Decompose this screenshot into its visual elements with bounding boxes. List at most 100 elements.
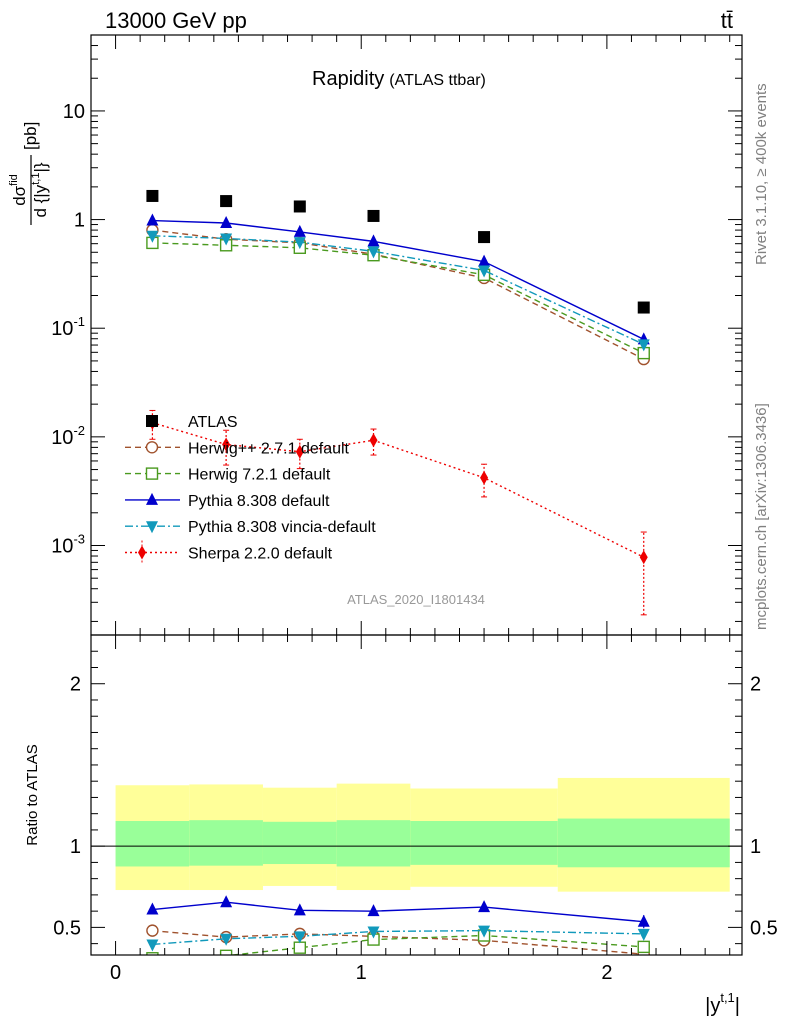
main-ylabel: dσfid d {|yt,1|} [pb] — [8, 122, 50, 225]
data-point — [367, 209, 380, 222]
inner-band — [410, 820, 558, 865]
legend-marker — [146, 415, 158, 427]
ratio-point — [296, 1001, 304, 1015]
y-tick-label: 10 — [63, 101, 85, 123]
series-line — [152, 219, 645, 340]
legend-marker — [138, 545, 146, 560]
ratio-point — [367, 904, 380, 917]
data-point — [478, 231, 491, 244]
y-tick-label: 10-1 — [51, 314, 85, 340]
ratio-point — [222, 1001, 230, 1015]
ratio-series-sherpa-2-2-0-default — [148, 1000, 647, 1015]
legend-label: Herwig 7.2.1 default — [188, 467, 331, 484]
ratio-axis-ticks: 0.5 0.5 1 1 2 2 0 1 2 — [53, 635, 778, 984]
series-pythia-8-308-default — [146, 213, 650, 345]
ratio-ylabel: Ratio to ATLAS — [24, 744, 41, 845]
data-point — [146, 230, 159, 243]
ratio-point — [219, 949, 233, 955]
legend-entry: Sherpa 2.2.0 default — [125, 540, 333, 565]
main-axis-ticks: 10-3 10-2 10-1 1 10 — [51, 34, 742, 635]
data-point — [367, 234, 380, 247]
inner-band — [189, 820, 263, 866]
analysis-id-label: ATLAS_2020_I1801434 — [347, 592, 485, 607]
ratio-line — [152, 929, 644, 946]
series-line — [152, 242, 645, 354]
legend-entry: Pythia 8.308 vincia-default — [125, 519, 376, 536]
data-point — [220, 195, 233, 208]
ratio-line — [152, 901, 644, 923]
ratio-point — [370, 1000, 378, 1014]
ratio-point — [293, 931, 306, 944]
ratio-point — [220, 895, 233, 908]
data-point — [369, 433, 378, 448]
ratio-point — [637, 940, 650, 954]
ratio-line — [227, 934, 644, 955]
ratio-y-tick-label-right: 0.5 — [750, 917, 778, 939]
ratio-series-pythia-8-308-vincia-default — [146, 925, 650, 952]
ratio-point — [637, 914, 650, 927]
legend-label: Pythia 8.308 default — [188, 493, 330, 510]
inner-band — [336, 820, 411, 867]
series-line — [152, 235, 645, 346]
ratio-y-tick-label: 1 — [70, 836, 81, 858]
ratio-panel: 0.5 0.5 1 1 2 2 0 1 2 Ratio to ATLAS |yt,1| — [24, 634, 778, 1017]
data-point — [146, 213, 159, 226]
main-panel: 10-3 10-2 10-1 1 10 Rapidity (ATLAS ttbar) AT… — [8, 34, 743, 636]
ratio-frame — [90, 634, 743, 956]
ratio-point — [146, 902, 159, 915]
legend-entry: Pythia 8.308 default — [125, 492, 330, 510]
legend: ATLAS Herwig++ 2.7.1 default Herwig 7.2.1 … — [125, 414, 376, 565]
data-point — [367, 246, 380, 259]
chart-title-sub: (ATLAS ttbar) — [389, 72, 486, 89]
ratio-series-layer — [146, 895, 650, 1015]
y-tick-label: 10-2 — [51, 423, 85, 449]
legend-marker — [145, 441, 159, 454]
data-point — [293, 237, 306, 250]
ratio-point — [480, 1001, 488, 1015]
chart-title-main: Rapidity — [312, 68, 384, 90]
ratio-point — [220, 933, 233, 946]
ratio-point — [637, 928, 650, 941]
svg-text:[pb]: [pb] — [21, 122, 40, 150]
rivet-version-label: Rivet 3.1.10, ≥ 400k events — [753, 83, 770, 265]
main-series-layer — [146, 189, 650, 616]
process-label: tt̄ — [721, 8, 733, 33]
data-point — [293, 224, 306, 237]
legend-label: ATLAS — [188, 414, 238, 431]
legend-label: Sherpa 2.2.0 default — [188, 546, 333, 563]
energy-label: 13000 GeV pp — [105, 8, 247, 33]
data-point — [639, 550, 648, 565]
inner-band — [557, 818, 730, 868]
ratio-y-tick-label-right: 1 — [750, 836, 761, 858]
data-point — [146, 189, 159, 202]
series-atlas — [146, 189, 650, 314]
legend-entry: ATLAS — [146, 414, 238, 431]
ratio-point — [478, 900, 491, 913]
legend-label: Herwig++ 2.7.1 default — [188, 440, 350, 457]
data-point — [293, 200, 306, 213]
legend-marker — [146, 492, 158, 505]
ratio-point — [148, 1000, 156, 1014]
svg-text:d {|yt,1|}: d {|yt,1|} — [30, 162, 50, 217]
y-tick-label: 1 — [74, 210, 85, 232]
svg-text:dσfid: dσfid — [8, 174, 29, 206]
data-point — [478, 265, 491, 278]
ratio-line — [152, 929, 644, 955]
data-point — [220, 215, 233, 228]
legend-marker — [146, 521, 158, 534]
ratio-y-tick-label: 2 — [70, 674, 81, 696]
x-tick-label: 0 — [110, 962, 121, 984]
legend-marker — [145, 467, 159, 480]
ratio-uncertainty-bands — [115, 777, 730, 892]
legend-entry: Herwig++ 2.7.1 default — [125, 440, 350, 457]
ratio-point — [146, 939, 159, 952]
series-pythia-8-308-vincia-default — [146, 230, 650, 352]
series-line — [152, 229, 645, 360]
chart-title: Rapidity (ATLAS ttbar) — [312, 68, 486, 90]
data-point — [295, 444, 304, 459]
inner-band — [262, 821, 337, 865]
data-point — [637, 339, 650, 352]
ratio-y-tick-label: 0.5 — [53, 917, 81, 939]
ratio-point — [478, 925, 491, 938]
